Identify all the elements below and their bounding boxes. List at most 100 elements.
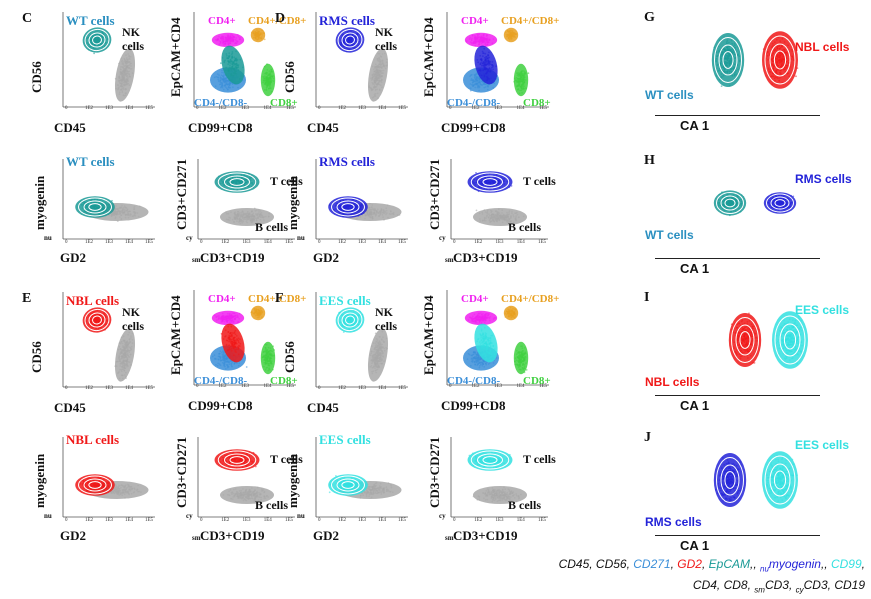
population-label: NBL cells: [66, 432, 119, 448]
ca-axis-label: CA 1: [680, 398, 709, 413]
legend-nu: nu: [760, 564, 769, 573]
cd4-cloud: [212, 33, 244, 47]
y-axis-label: EpCAM+CD4: [421, 17, 437, 97]
b-cells-label: B cells: [508, 498, 541, 513]
legend-line1_prefix: CD45, CD56,: [559, 557, 634, 571]
tick-label: 1E2: [85, 240, 93, 245]
right-cloud: [762, 451, 798, 509]
tick-label: 1E5: [398, 518, 406, 523]
myogenin-gd2-plot-e: [57, 435, 157, 525]
ca-right-label: EES cells: [795, 438, 849, 452]
tick-label: 1E5: [285, 240, 293, 245]
panel-letter-d: D: [275, 11, 285, 27]
cd4-label: CD4+: [461, 15, 489, 27]
ca-axis-label: CA 1: [680, 261, 709, 276]
tick-label: 0: [453, 518, 456, 523]
tick-label: 1E4: [517, 240, 525, 245]
cd48-label: CD4+/CD8+: [501, 15, 559, 27]
x-axis-label: GD2: [60, 250, 86, 266]
tick-label: 1E3: [105, 106, 113, 111]
ca-axis-line: [655, 258, 820, 259]
y-axis-label: EpCAM+CD4: [421, 295, 437, 375]
ca-axis-label: CA 1: [680, 538, 709, 553]
legend-cy: cy: [796, 586, 804, 595]
tick-label: 1E2: [338, 106, 346, 111]
tick-label: 1E2: [85, 518, 93, 523]
tick-label: 0: [318, 518, 321, 523]
right-cloud: [772, 311, 808, 369]
cd8-label: CD8+: [523, 97, 551, 109]
tick-label: 1E2: [85, 106, 93, 111]
tick-label: 1E2: [221, 240, 229, 245]
ca-right-label: EES cells: [795, 303, 849, 317]
tick-label: 1E2: [338, 240, 346, 245]
ca-plot-h: [640, 153, 830, 258]
cd8-label: CD8+: [270, 375, 298, 387]
population-cloud: [328, 474, 368, 496]
myogenin-gd2-plot-c: [57, 157, 157, 247]
tick-label: 1E4: [517, 518, 525, 523]
ca-right-label: NBL cells: [795, 40, 849, 54]
tick-label: 0: [65, 386, 68, 391]
y-axis-label: CD56: [29, 61, 45, 93]
y-axis-label: EpCAM+CD4: [168, 17, 184, 97]
b-cells-label: B cells: [508, 220, 541, 235]
right-cloud: [764, 192, 796, 214]
x-axis-label: CD45: [307, 120, 339, 136]
legend-cd99: CD99: [831, 557, 862, 571]
tick-label: 0: [200, 518, 203, 523]
y-axis-label: CD56: [282, 61, 298, 93]
population-label: WT cells: [66, 154, 115, 170]
population-label: WT cells: [66, 13, 115, 29]
tick-label: 1E3: [243, 518, 251, 523]
tick-label: 1E5: [285, 518, 293, 523]
tick-label: 1E3: [358, 106, 366, 111]
dn-label: CD4-/CD8-: [447, 97, 500, 109]
tick-label: 0: [318, 240, 321, 245]
cd48-cloud: [504, 306, 518, 320]
ca-axis-label: CA 1: [680, 118, 709, 133]
tick-label: 1E3: [496, 518, 504, 523]
y-axis-sub: nu: [297, 512, 305, 520]
y-axis-label: EpCAM+CD4: [168, 295, 184, 375]
tick-label: 1E3: [105, 240, 113, 245]
y-axis-label: CD56: [282, 341, 298, 373]
nk-cloud: [364, 47, 391, 103]
panel-letter-e: E: [22, 291, 31, 307]
x-axis-label: CD3+CD19: [200, 528, 264, 544]
nk-label: NK cells: [122, 305, 162, 333]
cd48-cloud: [250, 306, 265, 320]
tick-label: 1E2: [474, 240, 482, 245]
x-axis-label: CD3+CD19: [453, 528, 517, 544]
cd8-cloud: [514, 342, 528, 374]
y-axis-sub: nu: [297, 234, 305, 242]
left-cloud: [712, 33, 744, 87]
tick-label: 0: [318, 386, 321, 391]
legend-sep4: ,,: [821, 557, 831, 571]
legend-sep3: ,,: [750, 557, 760, 571]
population-label: EES cells: [319, 293, 371, 309]
x-axis-label: CD99+CD8: [188, 398, 252, 414]
nk-label: NK cells: [122, 25, 162, 53]
population-label: RMS cells: [319, 13, 375, 29]
tick-label: 0: [453, 240, 456, 245]
tick-label: 1E3: [358, 518, 366, 523]
cd4-cloud: [465, 311, 497, 325]
t-cloud: [468, 171, 513, 193]
dn-label: CD4-/CD8-: [194, 97, 247, 109]
left-cloud: [729, 313, 761, 368]
myogenin-gd2-plot-d: [310, 157, 410, 247]
tick-label: 1E5: [398, 240, 406, 245]
x-axis-label: CD45: [54, 120, 86, 136]
ca-left-label: WT cells: [645, 228, 694, 242]
tick-label: 1E2: [474, 518, 482, 523]
cd8-cloud: [261, 63, 275, 96]
y-axis-label: myogenin: [32, 176, 48, 230]
y-axis-label: myogenin: [32, 454, 48, 508]
y-axis-sub: cy: [439, 512, 446, 520]
x-axis-label: CD45: [307, 400, 339, 416]
tick-label: 0: [318, 106, 321, 111]
population-label: RMS cells: [319, 154, 375, 170]
b-cells-label: B cells: [255, 220, 288, 235]
legend-cd3a: CD3,: [765, 578, 796, 592]
